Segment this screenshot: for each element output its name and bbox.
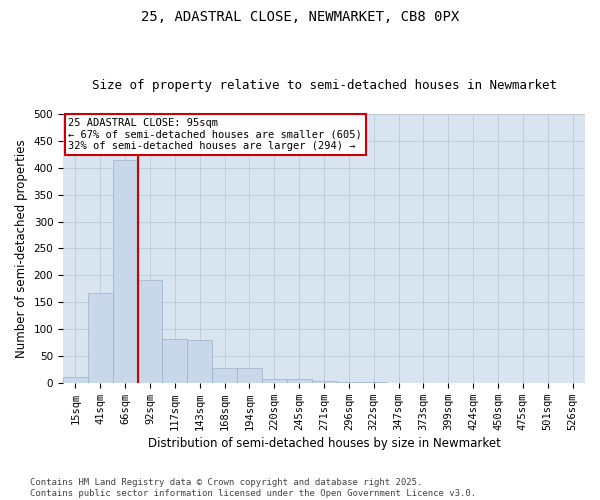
Bar	[287, 379, 311, 383]
Bar	[237, 368, 262, 383]
Bar	[311, 380, 337, 383]
Bar	[187, 340, 212, 383]
Bar	[88, 292, 113, 383]
Bar	[113, 160, 137, 383]
Bar	[212, 368, 237, 383]
Y-axis label: Number of semi-detached properties: Number of semi-detached properties	[15, 139, 28, 358]
Bar	[137, 280, 163, 383]
X-axis label: Distribution of semi-detached houses by size in Newmarket: Distribution of semi-detached houses by …	[148, 437, 500, 450]
Bar	[262, 379, 287, 383]
Bar	[163, 338, 187, 383]
Text: Contains HM Land Registry data © Crown copyright and database right 2025.
Contai: Contains HM Land Registry data © Crown c…	[30, 478, 476, 498]
Text: 25 ADASTRAL CLOSE: 95sqm
← 67% of semi-detached houses are smaller (605)
32% of : 25 ADASTRAL CLOSE: 95sqm ← 67% of semi-d…	[68, 118, 362, 151]
Bar	[361, 382, 386, 383]
Title: Size of property relative to semi-detached houses in Newmarket: Size of property relative to semi-detach…	[92, 79, 557, 92]
Bar	[337, 382, 361, 383]
Bar	[63, 378, 88, 383]
Text: 25, ADASTRAL CLOSE, NEWMARKET, CB8 0PX: 25, ADASTRAL CLOSE, NEWMARKET, CB8 0PX	[141, 10, 459, 24]
